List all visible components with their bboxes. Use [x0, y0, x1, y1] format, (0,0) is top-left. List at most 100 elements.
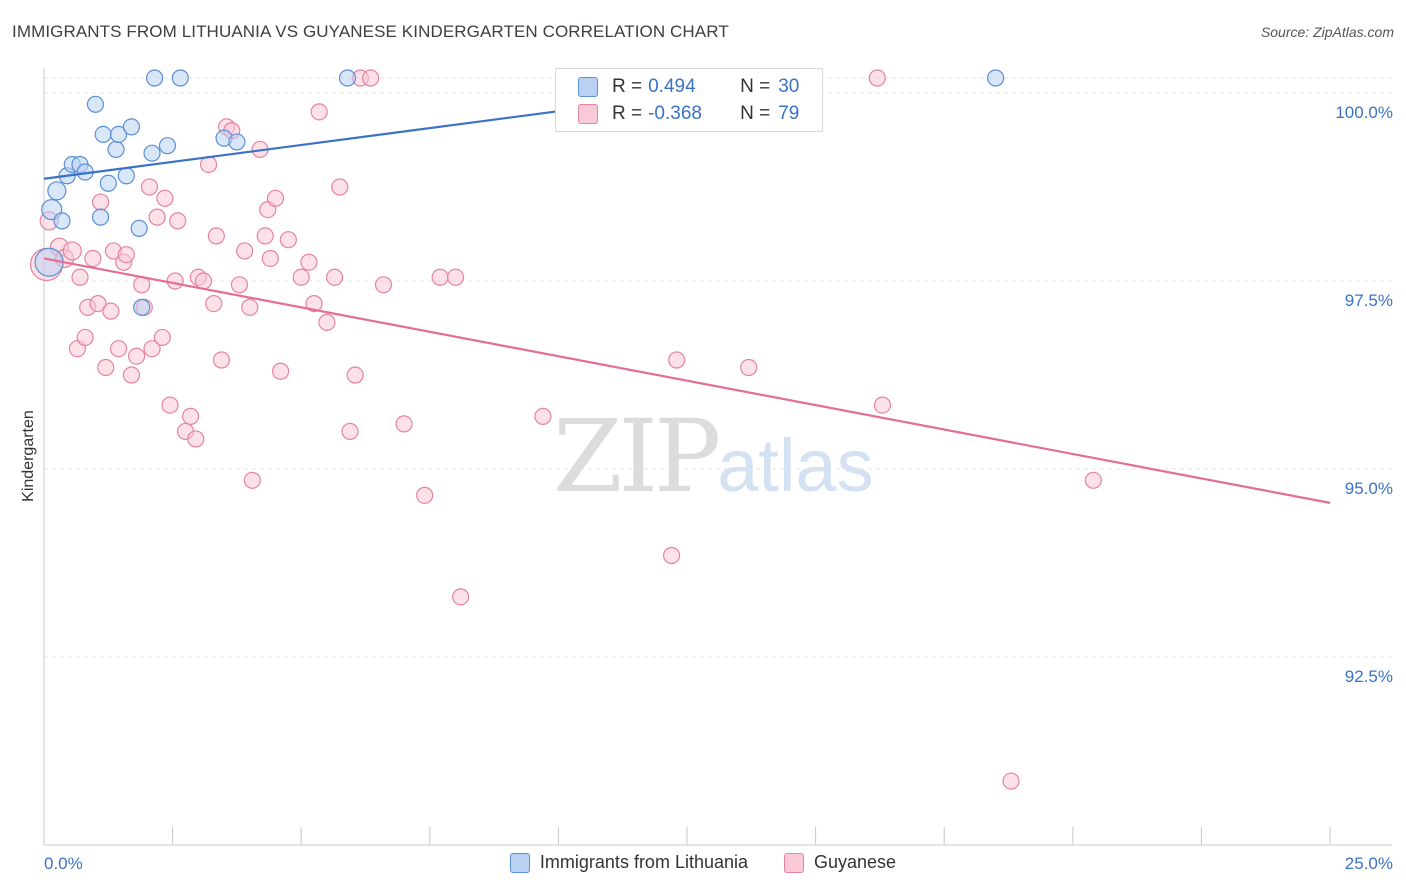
n-value-lithuania: 30 — [778, 76, 800, 97]
point-guyanese — [166, 272, 184, 290]
point-guyanese — [1084, 471, 1102, 489]
point-guyanese — [300, 253, 318, 271]
point-guyanese — [395, 415, 413, 433]
point-guyanese — [452, 588, 470, 606]
r-label: R = — [612, 103, 643, 124]
point-lithuania — [122, 118, 141, 136]
y-axis-label: Kindergarten — [20, 410, 37, 502]
point-guyanese — [292, 268, 310, 286]
point-guyanese — [331, 178, 349, 196]
point-guyanese — [143, 340, 161, 358]
point-lithuania — [94, 125, 112, 143]
point-guyanese — [346, 366, 364, 384]
legend-item-lithuania[interactable]: Immigrants from Lithuania — [509, 852, 749, 873]
point-guyanese — [230, 276, 249, 294]
stats-legend: R = 0.494 N = 30 R = -0.368 N = 79 — [555, 68, 823, 132]
point-guyanese — [326, 268, 344, 286]
point-guyanese — [71, 268, 89, 286]
series-legend: Immigrants from Lithuania Guyanese — [0, 852, 1406, 873]
point-guyanese — [182, 407, 200, 425]
point-lithuania — [107, 140, 125, 159]
point-guyanese — [662, 546, 681, 565]
point-guyanese — [256, 227, 274, 245]
point-guyanese — [97, 358, 115, 377]
point-lithuania — [228, 133, 246, 151]
point-guyanese — [341, 422, 359, 441]
point-guyanese — [243, 471, 261, 489]
stats-legend-row-guyanese: R = -0.368 N = 79 — [578, 101, 799, 127]
n-label: N = — [740, 103, 771, 124]
point-guyanese — [127, 347, 146, 365]
legend-item-guyanese[interactable]: Guyanese — [784, 852, 896, 873]
legend-label-lithuania: Immigrants from Lithuania — [539, 852, 749, 872]
point-guyanese — [279, 231, 297, 249]
point-guyanese — [91, 193, 110, 211]
point-guyanese — [236, 242, 254, 260]
point-lithuania — [143, 144, 161, 162]
y-tick-label: 100.0% — [1335, 103, 1393, 122]
chart-title: IMMIGRANTS FROM LITHUANIA VS GUYANESE KI… — [12, 22, 729, 41]
point-guyanese — [102, 302, 120, 320]
r-value-lithuania: 0.494 — [648, 76, 696, 97]
legend-swatch-lithuania — [578, 77, 598, 97]
point-guyanese — [122, 366, 141, 384]
point-guyanese — [76, 328, 94, 347]
point-guyanese — [534, 407, 552, 425]
point-guyanese — [416, 486, 434, 504]
point-guyanese — [169, 212, 187, 230]
point-guyanese — [740, 358, 758, 377]
x-tick-label: 0.0% — [44, 854, 83, 873]
r-value-guyanese: -0.368 — [648, 103, 702, 124]
point-guyanese — [362, 69, 380, 87]
point-lithuania — [117, 167, 135, 185]
point-guyanese — [84, 249, 102, 268]
point-guyanese — [205, 294, 223, 313]
point-guyanese — [207, 227, 225, 245]
point-guyanese — [241, 298, 259, 316]
y-tick-label: 92.5% — [1345, 667, 1393, 686]
point-guyanese — [140, 178, 159, 196]
point-guyanese — [148, 208, 166, 226]
y-tick-label: 95.0% — [1345, 479, 1393, 498]
point-guyanese — [117, 246, 135, 264]
r-label: R = — [612, 76, 643, 97]
n-label: N = — [740, 76, 771, 97]
point-guyanese — [374, 276, 393, 294]
point-guyanese — [446, 268, 465, 286]
point-guyanese — [873, 396, 892, 414]
y-tick-label: 97.5% — [1345, 291, 1393, 310]
point-lithuania — [145, 69, 164, 87]
point-guyanese — [668, 351, 686, 369]
point-guyanese — [272, 362, 290, 380]
point-guyanese — [89, 294, 107, 313]
point-guyanese — [318, 313, 336, 331]
point-lithuania — [987, 69, 1005, 87]
stats-legend-row-lithuania: R = 0.494 N = 30 — [578, 74, 799, 100]
point-lithuania — [99, 174, 117, 192]
trendline-guyanese — [43, 257, 1331, 504]
point-lithuania — [133, 298, 151, 316]
point-lithuania — [47, 181, 67, 201]
watermark-atlas: atlas — [717, 424, 874, 507]
point-guyanese — [187, 430, 205, 448]
point-guyanese — [156, 189, 174, 207]
legend-swatch-guyanese — [578, 104, 598, 124]
point-lithuania — [91, 208, 110, 226]
point-guyanese — [1002, 772, 1020, 790]
point-lithuania — [130, 219, 148, 237]
point-guyanese — [109, 340, 128, 358]
point-guyanese — [310, 103, 328, 121]
point-guyanese — [153, 328, 171, 347]
point-guyanese — [305, 294, 323, 313]
watermark-zip: ZIP — [553, 398, 721, 515]
point-guyanese — [868, 69, 886, 87]
n-value-guyanese: 79 — [778, 103, 800, 124]
point-lithuania — [338, 69, 357, 87]
point-lithuania — [171, 69, 189, 87]
legend-swatch-lithuania — [509, 852, 530, 873]
point-guyanese — [261, 249, 279, 268]
legend-label-guyanese: Guyanese — [814, 852, 897, 872]
point-lithuania — [53, 212, 71, 230]
point-guyanese — [62, 241, 82, 261]
